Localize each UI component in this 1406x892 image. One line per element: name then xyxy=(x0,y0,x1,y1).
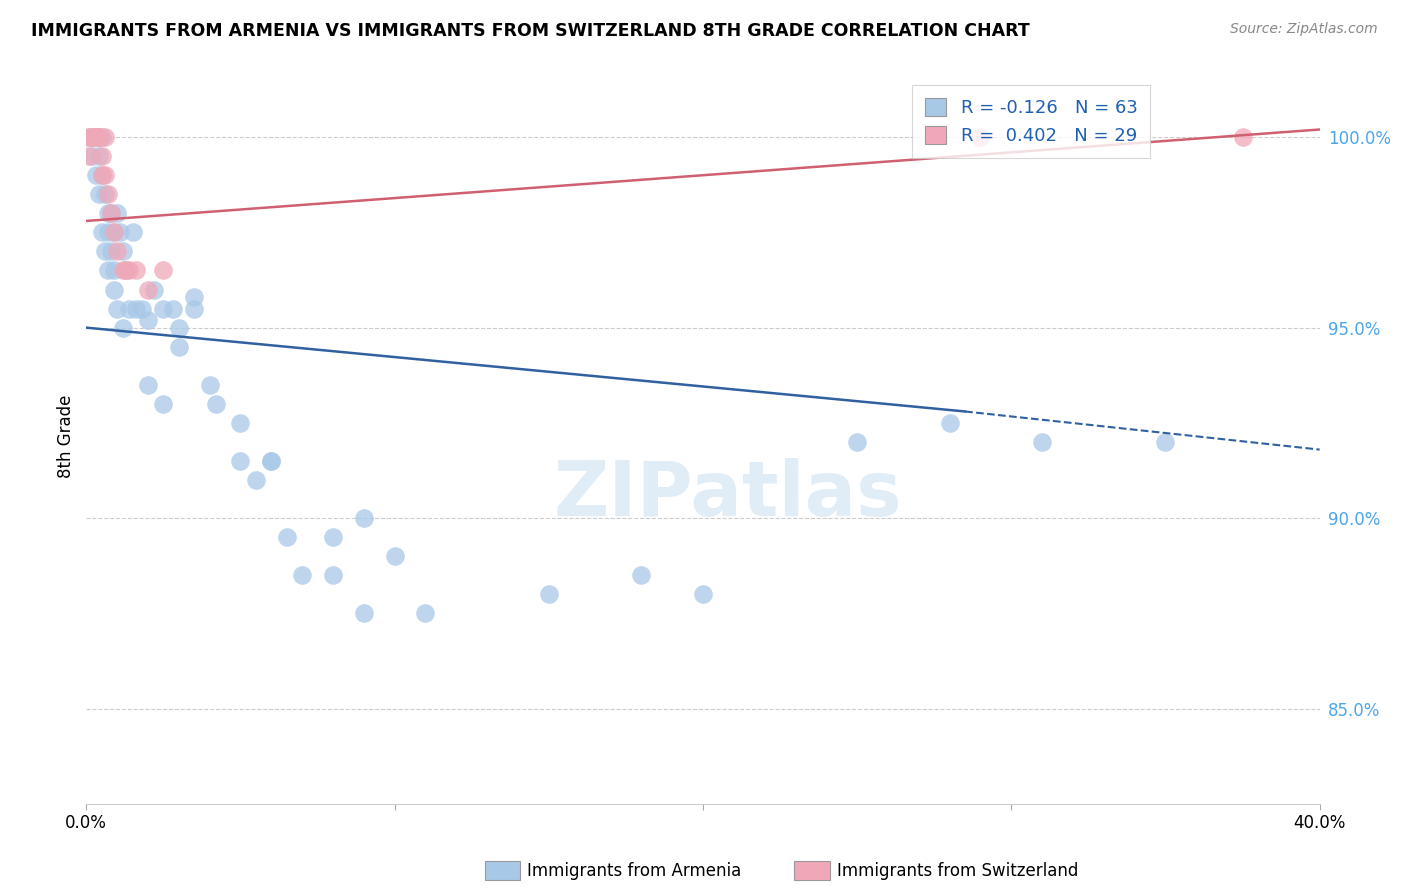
Point xyxy=(322,568,344,582)
Point xyxy=(84,130,107,145)
Point xyxy=(105,206,128,220)
Point xyxy=(115,263,138,277)
Point xyxy=(162,301,184,316)
Point xyxy=(79,130,101,145)
Point xyxy=(94,130,117,145)
Point xyxy=(938,416,960,430)
Point xyxy=(260,454,283,468)
Point xyxy=(100,206,122,220)
Text: IMMIGRANTS FROM ARMENIA VS IMMIGRANTS FROM SWITZERLAND 8TH GRADE CORRELATION CHA: IMMIGRANTS FROM ARMENIA VS IMMIGRANTS FR… xyxy=(31,22,1029,40)
Point xyxy=(198,377,221,392)
Point xyxy=(97,226,120,240)
Point xyxy=(112,244,135,259)
Point xyxy=(143,283,166,297)
Point xyxy=(90,149,112,163)
Point xyxy=(90,226,112,240)
Point xyxy=(692,587,714,601)
Text: Immigrants from Switzerland: Immigrants from Switzerland xyxy=(837,862,1078,880)
Point xyxy=(94,187,117,202)
Point xyxy=(82,130,104,145)
Point xyxy=(103,226,125,240)
Point xyxy=(124,263,146,277)
Point xyxy=(105,301,128,316)
Point xyxy=(87,130,110,145)
Point xyxy=(87,149,110,163)
Point xyxy=(229,454,252,468)
Point xyxy=(152,301,174,316)
Point xyxy=(537,587,560,601)
Point xyxy=(167,340,190,354)
Point xyxy=(100,244,122,259)
Point xyxy=(245,473,267,487)
Point xyxy=(136,313,159,327)
Point xyxy=(322,530,344,544)
Point xyxy=(82,130,104,145)
Point xyxy=(79,149,101,163)
Point xyxy=(100,206,122,220)
Point xyxy=(124,301,146,316)
Point xyxy=(79,130,101,145)
Point xyxy=(105,244,128,259)
Point xyxy=(1232,130,1254,145)
Legend: R = -0.126   N = 63, R =  0.402   N = 29: R = -0.126 N = 63, R = 0.402 N = 29 xyxy=(912,85,1150,158)
Point xyxy=(108,226,131,240)
Point xyxy=(183,290,205,304)
Point xyxy=(1031,434,1053,449)
Point xyxy=(84,130,107,145)
Point xyxy=(291,568,314,582)
Point xyxy=(90,130,112,145)
Point xyxy=(118,263,141,277)
Point xyxy=(112,263,135,277)
Point xyxy=(260,454,283,468)
Point xyxy=(415,607,437,621)
Point xyxy=(204,397,226,411)
Point xyxy=(229,416,252,430)
Point xyxy=(183,301,205,316)
Point xyxy=(90,168,112,182)
Point xyxy=(84,168,107,182)
Point xyxy=(969,130,991,145)
Point xyxy=(97,206,120,220)
Point xyxy=(97,263,120,277)
Point xyxy=(103,283,125,297)
Point xyxy=(121,226,143,240)
Point xyxy=(115,263,138,277)
Point xyxy=(118,301,141,316)
Y-axis label: 8th Grade: 8th Grade xyxy=(58,394,75,478)
Point xyxy=(1154,434,1177,449)
Point xyxy=(276,530,298,544)
Text: Immigrants from Armenia: Immigrants from Armenia xyxy=(527,862,741,880)
Point xyxy=(167,320,190,334)
Point xyxy=(87,130,110,145)
Point xyxy=(103,226,125,240)
Point xyxy=(84,130,107,145)
Point xyxy=(87,130,110,145)
Text: Source: ZipAtlas.com: Source: ZipAtlas.com xyxy=(1230,22,1378,37)
Point xyxy=(82,149,104,163)
Point xyxy=(103,263,125,277)
Point xyxy=(94,168,117,182)
Point xyxy=(136,377,159,392)
Point xyxy=(630,568,652,582)
Point xyxy=(112,320,135,334)
Point xyxy=(131,301,153,316)
Point xyxy=(90,168,112,182)
Text: ZIPatlas: ZIPatlas xyxy=(554,458,903,533)
Point xyxy=(152,263,174,277)
Point xyxy=(846,434,869,449)
Point xyxy=(94,244,117,259)
Point xyxy=(353,607,375,621)
Point xyxy=(353,511,375,525)
Point xyxy=(152,397,174,411)
Point xyxy=(87,130,110,145)
Point xyxy=(82,130,104,145)
Point xyxy=(84,130,107,145)
Point xyxy=(384,549,406,564)
Point xyxy=(136,283,159,297)
Point xyxy=(87,187,110,202)
Point xyxy=(97,187,120,202)
